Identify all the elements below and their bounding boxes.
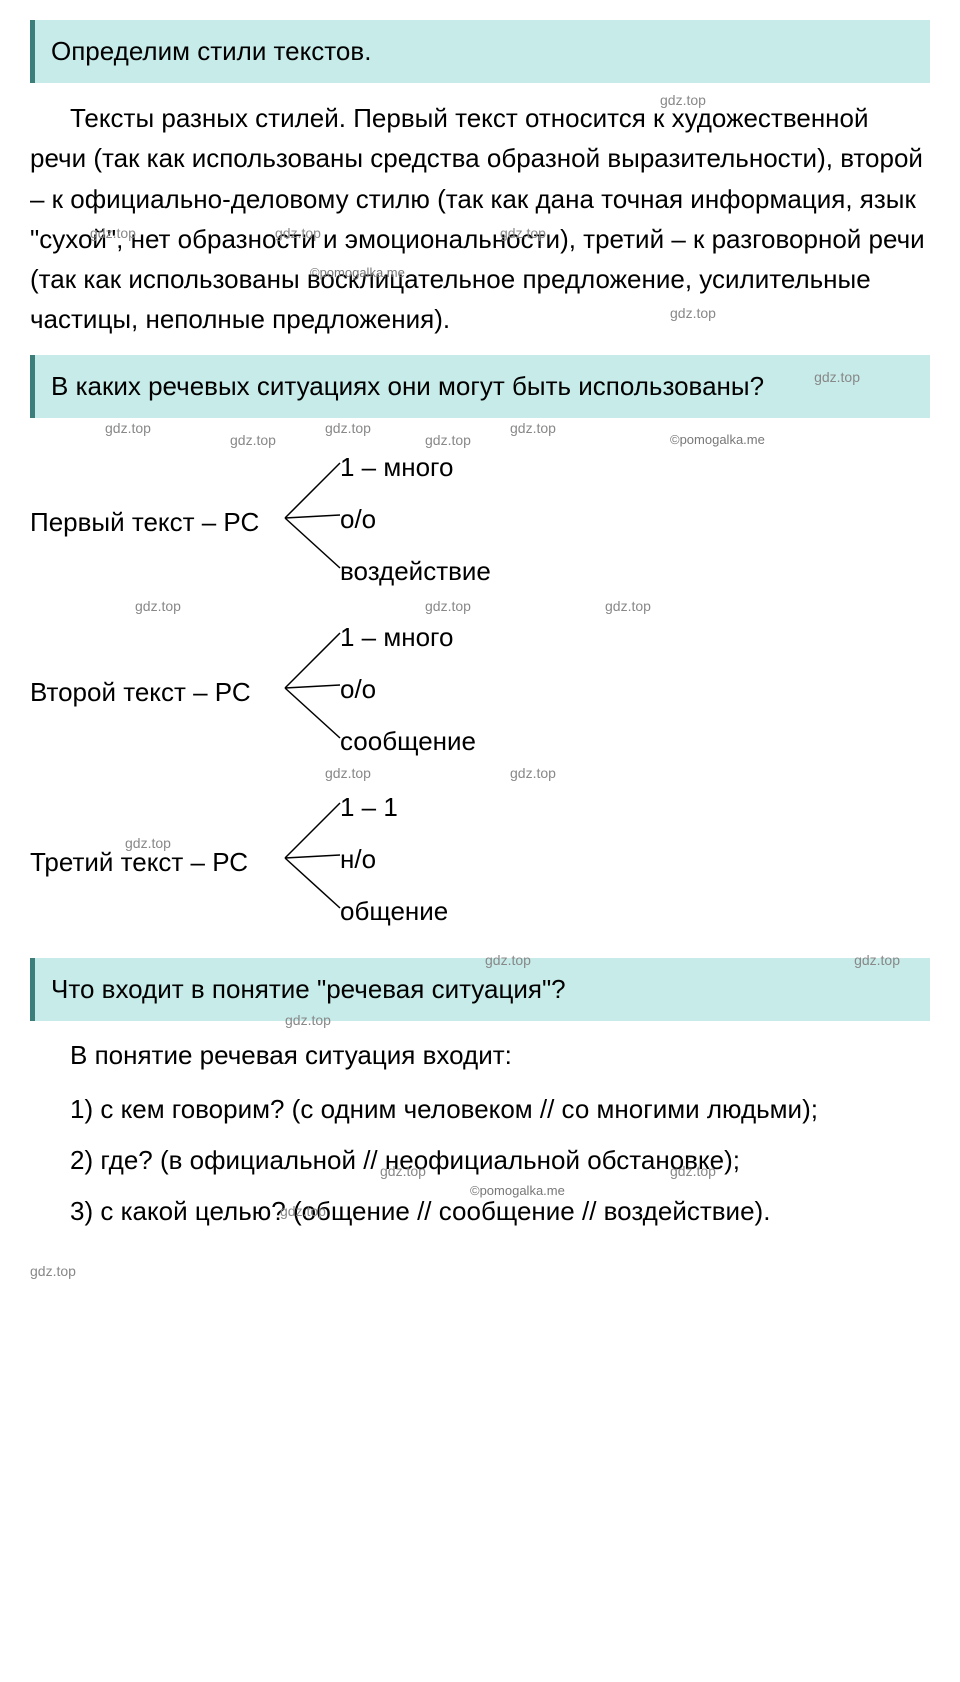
diagram-row-1: Первый текст – РС 1 – много о/о воздейст…	[30, 438, 930, 598]
branch-text: 1 – много	[340, 618, 453, 657]
paragraph-1-container: gdz.top Тексты разных стилей. Первый тек…	[30, 98, 930, 340]
watermark-gdz: gdz.top	[670, 303, 716, 324]
watermark-pomogalka: ©pomogalka.me	[310, 263, 405, 283]
heading-2-text: В каких речевых ситуациях они могут быть…	[51, 371, 764, 401]
watermark-gdz: gdz.top	[325, 418, 371, 439]
watermark-gdz: gdz.top	[485, 950, 531, 971]
branch-text: воздействие	[340, 552, 491, 591]
watermark-gdz: gdz.top	[670, 1161, 716, 1182]
watermark-gdz: gdz.top	[380, 1161, 426, 1182]
heading-box-3: Что входит в понятие "речевая ситуация"?…	[30, 958, 930, 1021]
watermark-gdz: gdz.top	[500, 223, 546, 244]
diagram-label-3: Третий текст – РС	[30, 843, 248, 882]
definition-container: В понятие речевая ситуация входит: 1) с …	[30, 1036, 930, 1231]
diagram-section: gdz.top gdz.top ©pomogalka.me Первый тек…	[30, 438, 930, 938]
branch-text: 1 – много	[340, 448, 453, 487]
watermark-gdz: gdz.top	[90, 223, 136, 244]
watermark-gdz: gdz.top	[660, 90, 706, 111]
heading-3-text: Что входит в понятие "речевая ситуация"?	[51, 974, 566, 1004]
heading-1-text: Определим стили текстов.	[51, 36, 371, 66]
branch-text: о/о	[340, 500, 376, 539]
document-container: Определим стили текстов. gdz.top Тексты …	[30, 20, 930, 1231]
def-item-2: 2) где? (в официальной // неофициальной …	[30, 1141, 930, 1180]
heading-box-2: В каких речевых ситуациях они могут быть…	[30, 355, 930, 418]
watermark-pomogalka: ©pomogalka.me	[470, 1181, 565, 1201]
branch-text: общение	[340, 892, 448, 931]
watermark-gdz: gdz.top	[285, 1010, 331, 1031]
watermark-gdz: gdz.top	[510, 418, 556, 439]
paragraph-1: Тексты разных стилей. Первый текст относ…	[30, 98, 930, 340]
branch-text: 1 – 1	[340, 788, 398, 827]
diagram-row-2: Второй текст – РС 1 – много о/о сообщени…	[30, 608, 930, 768]
branch-text: н/о	[340, 840, 376, 879]
watermark-gdz: gdz.top	[280, 1201, 326, 1222]
diagram-label-1: Первый текст – РС	[30, 503, 259, 542]
watermark-gdz: gdz.top	[814, 367, 860, 388]
watermark-gdz: gdz.top	[105, 418, 151, 439]
def-intro: В понятие речевая ситуация входит:	[30, 1036, 930, 1075]
heading-box-1: Определим стили текстов.	[30, 20, 930, 83]
watermark-gdz: gdz.top	[275, 223, 321, 244]
diagram-row-3: Третий текст – РС 1 – 1 н/о общение	[30, 778, 930, 938]
watermark-gdz: gdz.top	[30, 1261, 76, 1282]
diagram-label-2: Второй текст – РС	[30, 673, 251, 712]
watermark-gdz: gdz.top	[854, 950, 900, 971]
def-item-1: 1) с кем говорим? (с одним человеком // …	[30, 1090, 930, 1129]
branch-text: о/о	[340, 670, 376, 709]
branch-text: сообщение	[340, 722, 476, 761]
